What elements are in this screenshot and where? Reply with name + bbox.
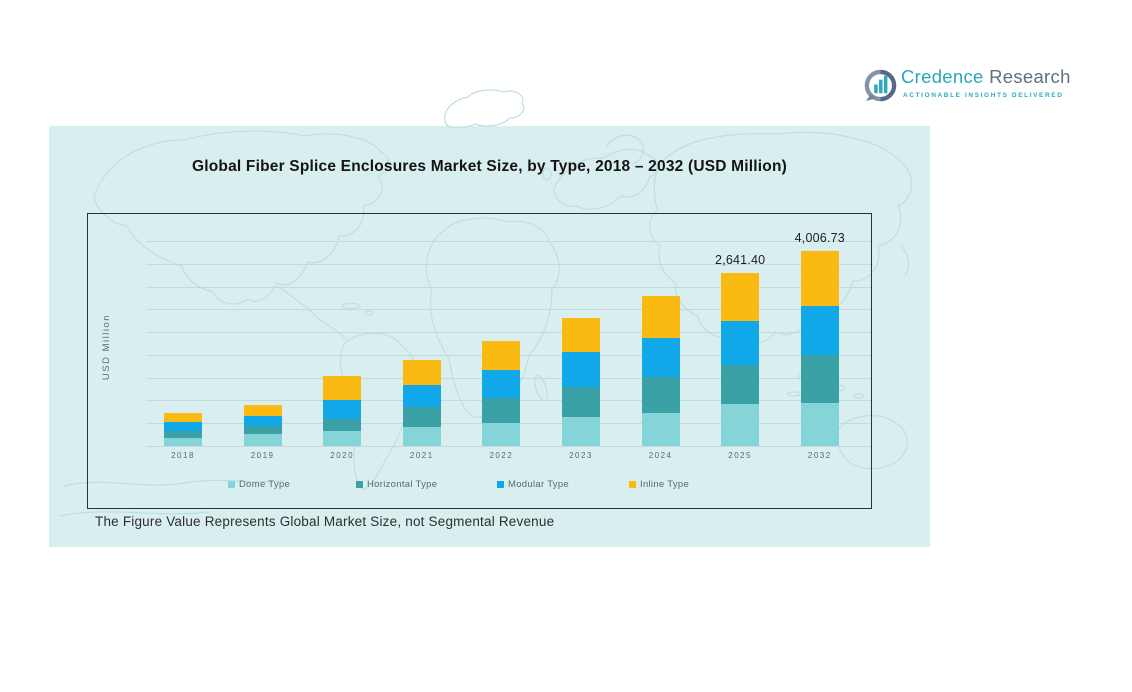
logo-wordmark: Credence Research xyxy=(901,66,1071,88)
credence-research-logo: Credence Research Actionable Insights De… xyxy=(863,66,1070,108)
chart-title: Global Fiber Splice Enclosures Market Si… xyxy=(191,158,788,175)
background-panel xyxy=(49,126,930,547)
logo-tagline: Actionable Insights Delivered xyxy=(903,92,1064,99)
y-axis-label: USD Million xyxy=(101,313,112,381)
greenland-outline xyxy=(444,89,525,128)
bar-chart-bubble-icon xyxy=(864,69,897,102)
chart-plot-frame xyxy=(87,213,872,509)
brand-primary: Credence xyxy=(901,66,984,87)
figure-note: The Figure Value Represents Global Marke… xyxy=(95,514,555,529)
brand-secondary: Research xyxy=(989,66,1071,87)
